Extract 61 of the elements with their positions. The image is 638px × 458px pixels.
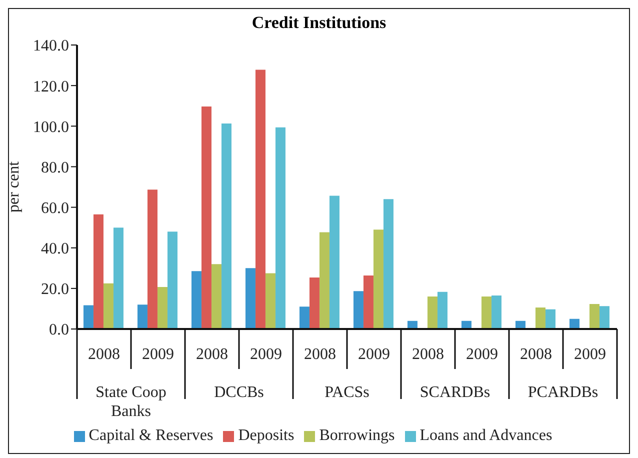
- bar: [353, 291, 364, 329]
- bar: [93, 214, 104, 329]
- bar: [437, 292, 448, 329]
- x-tick-label: 2009: [142, 346, 174, 363]
- bar: [255, 70, 266, 329]
- bar: [309, 277, 320, 329]
- x-tick-label: 2009: [358, 346, 390, 363]
- legend-label: Loans and Advances: [420, 427, 552, 444]
- y-tick-label: 120.0: [33, 78, 69, 96]
- x-tick-label: 2009: [574, 346, 606, 363]
- text: DCCBs: [214, 384, 264, 401]
- y-tick-label: 100.0: [33, 118, 69, 136]
- bar: [147, 190, 158, 329]
- x-tick-label: 2008: [412, 346, 444, 363]
- bar: [113, 228, 124, 329]
- y-tick-label: 140.0: [33, 38, 69, 55]
- bar: [299, 306, 310, 329]
- bar: [491, 296, 502, 329]
- bar: [329, 196, 340, 329]
- bar: [363, 275, 374, 329]
- bar: [157, 287, 168, 329]
- bar: [137, 304, 148, 329]
- bar: [211, 264, 222, 329]
- bar: [481, 296, 492, 329]
- x-tick-label: 2008: [88, 346, 120, 363]
- bar: [83, 305, 94, 329]
- chart-title: Credit Institutions: [250, 12, 388, 33]
- x-tick-label: 2009: [250, 346, 282, 363]
- bar: [265, 273, 276, 329]
- y-tick-label: 40.0: [41, 240, 69, 258]
- bar: [245, 268, 256, 329]
- text: State Coop Banks: [96, 384, 166, 420]
- y-tick-label: 60.0: [41, 200, 69, 217]
- text: SCARDBs: [420, 384, 490, 401]
- y-tick-label: 80.0: [41, 159, 69, 176]
- legend-label: Borrowings: [319, 427, 395, 444]
- bar: [103, 283, 114, 329]
- bar: [167, 232, 178, 329]
- y-tick-label: 20.0: [41, 281, 69, 298]
- bar: [221, 124, 232, 329]
- y-axis-title: per cent: [6, 160, 23, 213]
- bar: [201, 106, 212, 329]
- x-tick-label: 2008: [196, 346, 228, 363]
- bar: [589, 304, 600, 329]
- x-tick-label: 2009: [466, 346, 498, 363]
- bar: [427, 296, 438, 329]
- bar: [191, 271, 202, 329]
- y-tick-label: 0.0: [49, 322, 69, 339]
- legend-label: Deposits: [238, 427, 294, 444]
- bar: [599, 306, 610, 329]
- bar: [275, 127, 286, 329]
- bar: [545, 309, 556, 329]
- bar: [319, 232, 330, 329]
- bar: [383, 199, 394, 329]
- text: PCARDBs: [528, 384, 598, 401]
- bar: [535, 307, 546, 329]
- text: PACSs: [324, 384, 370, 401]
- x-tick-label: 2008: [304, 346, 336, 363]
- legend-label: Capital & Reserves: [88, 427, 214, 444]
- x-tick-label: 2008: [520, 346, 552, 363]
- bar: [373, 230, 384, 329]
